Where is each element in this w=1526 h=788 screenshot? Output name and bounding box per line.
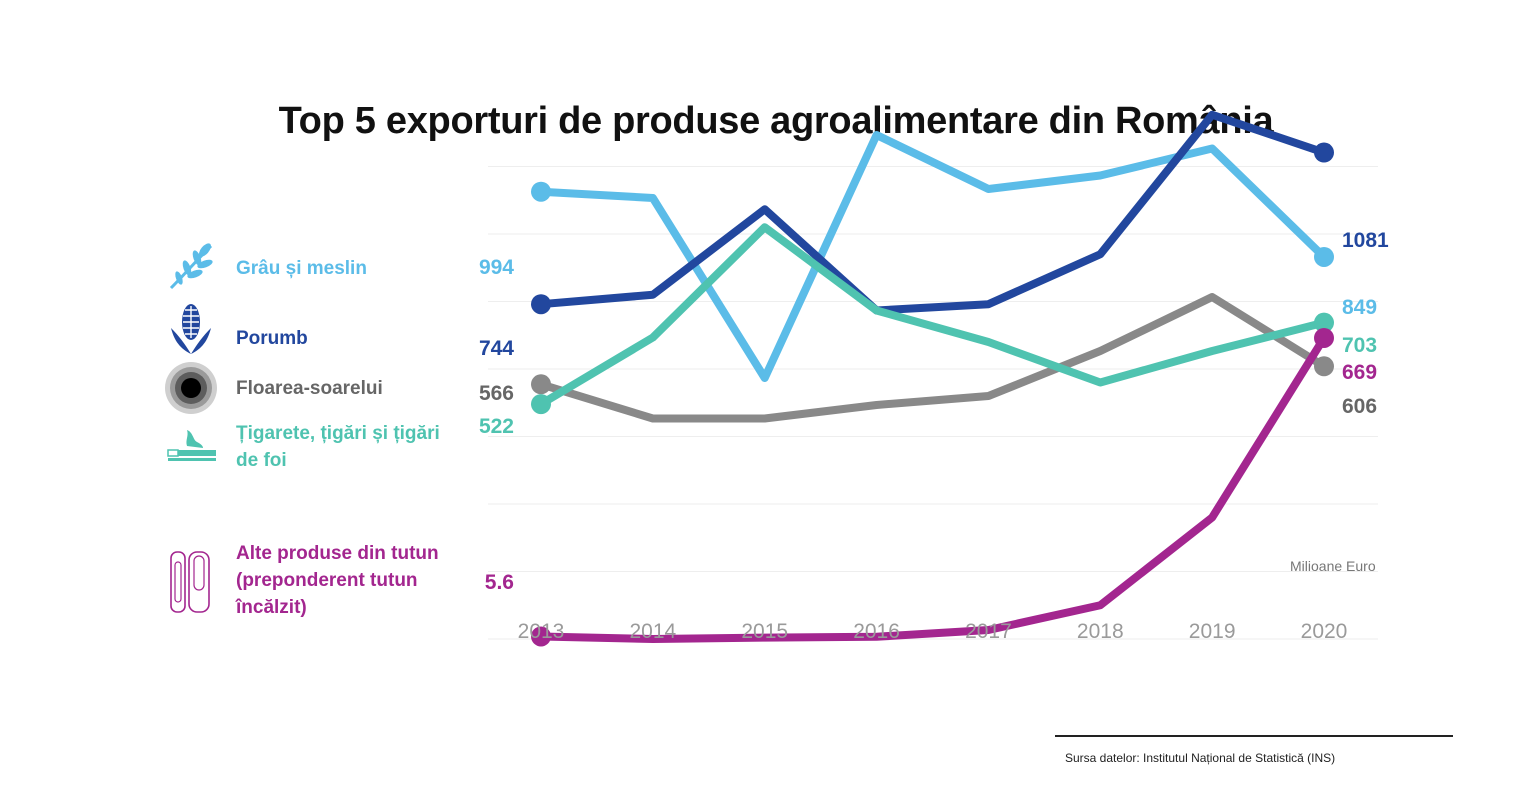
- series-end-label: 703: [1342, 334, 1377, 357]
- legend-label-wheat: Grâu și meslin: [236, 258, 367, 279]
- source-note: Sursa datelor: Institutul Național de St…: [1065, 751, 1336, 765]
- series-start-label: 522: [479, 415, 514, 438]
- series-end-marker: [1314, 356, 1334, 377]
- series-end-label: 849: [1342, 296, 1377, 319]
- series-line: [537, 293, 1328, 423]
- series-line: [537, 110, 1328, 315]
- heated-tobacco-icon: [170, 551, 210, 613]
- legend-label-cigarettes-line1: Țigarete, țigări și țigări: [236, 423, 440, 444]
- source-divider: [1055, 735, 1453, 737]
- legend-label-heated-tobacco-line1: Alte produse din tutun: [236, 543, 439, 564]
- legend-label-sunflower: Floarea-soarelui: [236, 378, 383, 399]
- x-tick-label: 2020: [1301, 620, 1348, 643]
- series-end-label: 1081: [1342, 229, 1389, 252]
- series-end-label: 606: [1342, 395, 1377, 418]
- series-start-label: 5.6: [485, 571, 514, 594]
- series-start-label: 744: [479, 337, 514, 360]
- x-tick-label: 2016: [853, 620, 900, 643]
- corn-icon: [171, 304, 211, 354]
- x-tick-label: 2014: [629, 620, 676, 643]
- series-line: [537, 131, 1328, 382]
- legend-label-heated-tobacco-line3: încălzit): [236, 597, 307, 618]
- series-end-marker: [1314, 327, 1334, 348]
- series-start-marker: [531, 394, 551, 415]
- legend-label-heated-tobacco-line2: (preponderent tutun: [236, 570, 418, 591]
- series-start-marker: [531, 294, 551, 315]
- cigarette-icon: [167, 430, 216, 461]
- series-end-label: 669: [1342, 361, 1377, 384]
- series-start-marker: [531, 181, 551, 202]
- legend-label-cigarettes: Țigarete, țigări și țigări de foi: [236, 420, 466, 474]
- x-tick-label: 2015: [741, 620, 788, 643]
- series-line: [537, 223, 1328, 409]
- series-line: [537, 333, 1328, 643]
- x-tick-label: 2018: [1077, 620, 1124, 643]
- sunflower-icon: [165, 362, 217, 414]
- chart-title: Top 5 exporturi de produse agroalimentar…: [278, 100, 1274, 142]
- x-axis-ticks: 2013 2014 2015 2016 2017 2018 2019 2020: [518, 620, 1348, 643]
- series-start-marker: [531, 626, 551, 647]
- series-layer: 994 849 744 1081 566 606 522 703 5.6 669: [479, 110, 1389, 647]
- legend-label-cigarettes-line2: de foi: [236, 450, 287, 471]
- series-end-marker: [1314, 142, 1334, 163]
- series-start-marker: [531, 374, 551, 395]
- x-tick-label: 2017: [965, 620, 1012, 643]
- unit-label: Milioane Euro: [1290, 558, 1376, 574]
- x-tick-label: 2013: [518, 620, 565, 643]
- legend-label-heated-tobacco: Alte produse din tutun (preponderent tut…: [236, 540, 466, 621]
- series-end-marker: [1314, 246, 1334, 267]
- legend-label-corn: Porumb: [236, 328, 308, 349]
- wheat-icon: [169, 243, 213, 290]
- x-tick-label: 2019: [1189, 620, 1236, 643]
- series-end-marker: [1314, 312, 1334, 333]
- series-start-label: 566: [479, 382, 514, 405]
- series-start-label: 994: [479, 256, 514, 279]
